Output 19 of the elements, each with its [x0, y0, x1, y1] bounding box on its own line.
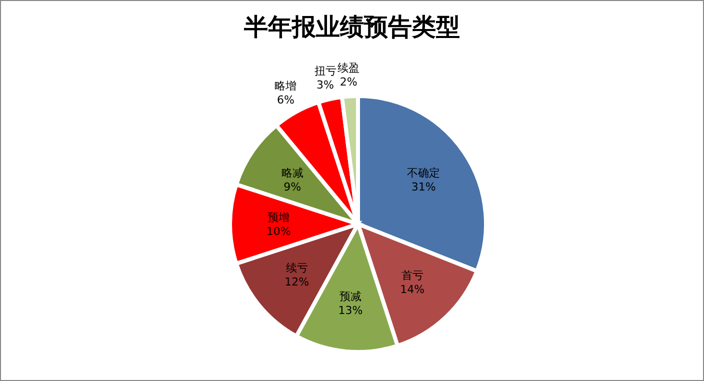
slice-label: 扭亏: [314, 64, 336, 78]
slice-label: 不确定: [407, 166, 440, 180]
chart-title: 半年报业绩预告类型: [243, 11, 461, 43]
slice-label: 首亏: [401, 268, 424, 282]
data-label: 2%: [340, 75, 358, 88]
data-label: 12%: [284, 276, 310, 289]
data-label: 3%: [316, 78, 334, 92]
data-label: 13%: [338, 304, 363, 318]
data-label: 10%: [266, 225, 291, 238]
data-label: 31%: [411, 180, 436, 194]
slice-label: 略增: [274, 80, 297, 93]
slice-label: 预增: [268, 211, 290, 224]
slice-label: 略减: [281, 166, 304, 180]
data-label: 6%: [277, 94, 294, 107]
slice-label: 预减: [340, 290, 362, 304]
data-label: 9%: [284, 180, 302, 194]
slice-label: 续亏: [286, 262, 308, 275]
slice-label: 续盈: [338, 61, 360, 74]
data-label: 14%: [400, 282, 425, 296]
